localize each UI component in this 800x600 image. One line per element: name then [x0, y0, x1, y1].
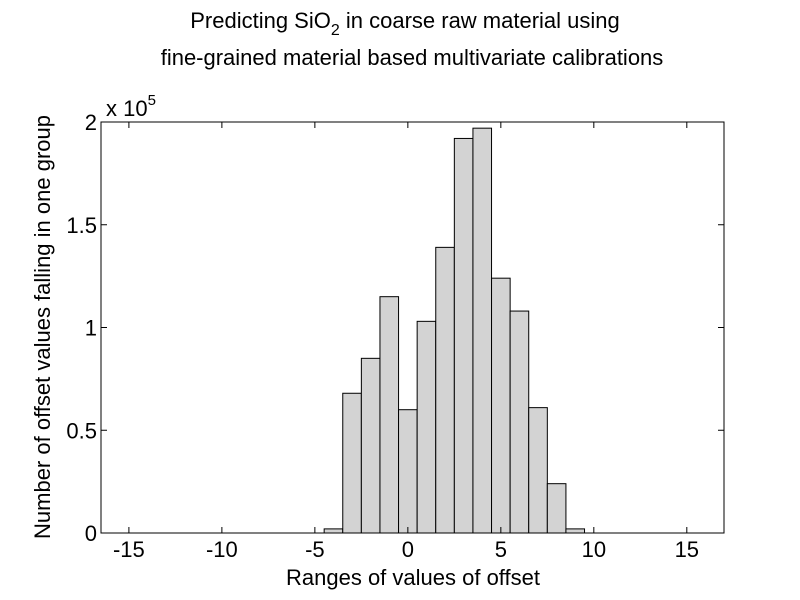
title-line1-pre: Predicting SiO	[190, 8, 331, 33]
y-axis-label: Number of offset values falling in one g…	[30, 115, 55, 539]
histogram-bar	[342, 392, 362, 534]
x-tick-label: 10	[582, 537, 606, 562]
chart-title-line1: Predicting SiO2 in coarse raw material u…	[190, 8, 620, 39]
histogram-bar	[472, 127, 493, 534]
histogram-bar	[416, 320, 437, 534]
histogram-bar	[453, 137, 474, 534]
histogram-bar	[491, 277, 511, 534]
y-exponent-power: 5	[148, 92, 156, 109]
y-ticks-group: 0 0.5 1 1.5 2	[66, 110, 724, 546]
histogram-bar	[546, 483, 567, 534]
histogram-bar	[528, 407, 548, 534]
y-tick-label: 2	[85, 110, 97, 135]
histogram-bar	[360, 357, 381, 534]
y-tick-label: 1	[85, 316, 97, 341]
x-tick-label: -5	[305, 537, 325, 562]
chart-title-line2: fine-grained material based multivariate…	[161, 45, 664, 70]
x-tick-label: -10	[206, 537, 238, 562]
histogram-bar	[565, 528, 586, 534]
x-tick-label: 0	[402, 537, 414, 562]
y-exponent-label: x 105	[106, 92, 156, 121]
y-tick-label: 1.5	[66, 213, 97, 238]
histogram-bar	[435, 246, 455, 534]
title-line1-post: in coarse raw material using	[340, 8, 620, 33]
x-axis-label: Ranges of values of offset	[286, 565, 540, 590]
histogram-bar	[509, 310, 530, 534]
x-ticks-group: -15 -10 -5 0 5 10 15	[113, 122, 699, 562]
title-line1-sub: 2	[331, 22, 340, 39]
y-exponent-base: x 10	[106, 96, 148, 121]
histogram-bar	[323, 528, 344, 534]
y-tick-label: 0	[85, 521, 97, 546]
histogram-bar	[398, 409, 418, 534]
bars-group	[323, 127, 586, 534]
histogram-bar	[379, 296, 400, 534]
y-tick-label: 0.5	[66, 418, 97, 443]
x-tick-label: 5	[495, 537, 507, 562]
x-tick-label: -15	[113, 537, 145, 562]
x-tick-label: 15	[675, 537, 699, 562]
